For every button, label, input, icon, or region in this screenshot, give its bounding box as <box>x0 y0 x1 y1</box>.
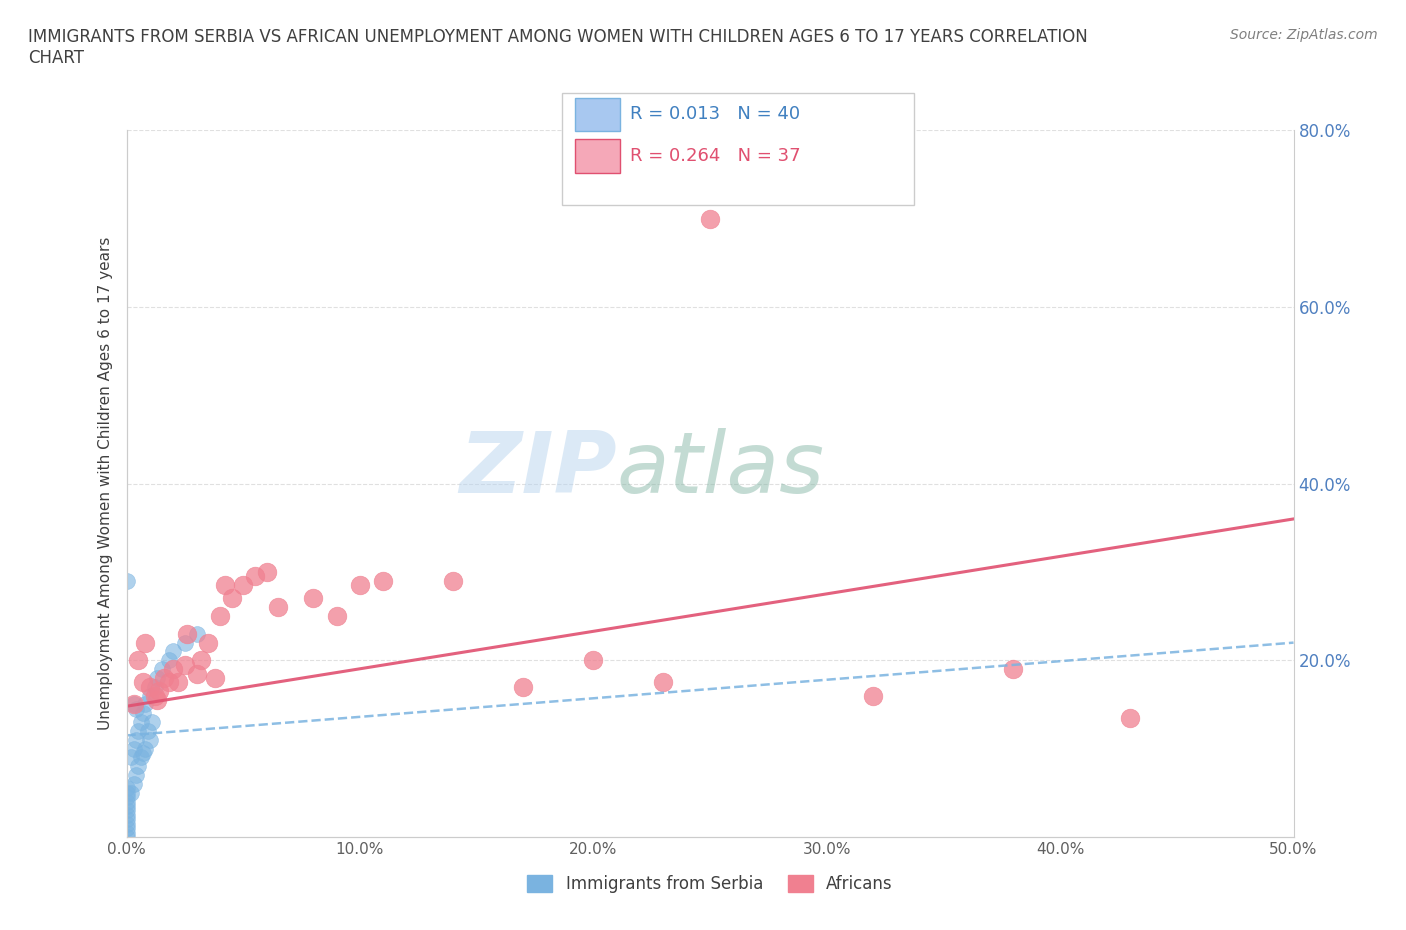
Point <box>143 688 166 703</box>
Text: atlas: atlas <box>617 428 825 511</box>
Text: R = 0.013   N = 40: R = 0.013 N = 40 <box>630 105 800 124</box>
Point <box>162 644 184 658</box>
Point <box>141 714 163 729</box>
Point <box>150 662 173 677</box>
Legend: Immigrants from Serbia, Africans: Immigrants from Serbia, Africans <box>520 868 900 899</box>
Point <box>267 600 290 615</box>
Point <box>115 799 138 814</box>
Point <box>174 635 197 650</box>
Point <box>190 653 212 668</box>
Point <box>115 812 138 827</box>
Point <box>122 698 145 712</box>
Point <box>349 578 371 592</box>
Point <box>146 693 169 708</box>
Point <box>862 688 884 703</box>
Point <box>115 817 138 831</box>
Point <box>148 684 170 698</box>
Point <box>132 675 155 690</box>
Point <box>1119 711 1142 725</box>
Point <box>122 777 145 791</box>
Point <box>134 741 156 756</box>
Text: R = 0.264   N = 37: R = 0.264 N = 37 <box>630 147 800 166</box>
Point <box>115 794 138 809</box>
Point <box>699 211 721 226</box>
Point <box>127 653 149 668</box>
Y-axis label: Unemployment Among Women with Children Ages 6 to 17 years: Unemployment Among Women with Children A… <box>97 237 112 730</box>
Point <box>125 701 148 716</box>
Point <box>115 785 138 800</box>
Point <box>122 698 145 712</box>
Point <box>441 573 464 589</box>
Point <box>221 591 243 606</box>
Point <box>1002 662 1025 677</box>
Point <box>325 609 347 624</box>
Point <box>115 573 138 589</box>
Point <box>176 627 198 642</box>
Point <box>186 627 208 642</box>
Point <box>157 653 180 668</box>
Point <box>146 671 169 685</box>
Point <box>139 733 162 748</box>
Point <box>197 635 219 650</box>
Point <box>162 662 184 677</box>
Point <box>208 609 231 624</box>
Point <box>139 688 162 703</box>
Point <box>186 666 208 681</box>
Text: ZIP: ZIP <box>458 428 617 511</box>
Point <box>232 578 254 592</box>
Point <box>214 578 236 592</box>
Point <box>243 569 266 584</box>
Point <box>115 807 138 822</box>
Point <box>302 591 325 606</box>
Point <box>125 768 148 783</box>
Point <box>115 830 138 844</box>
Point <box>582 653 605 668</box>
Point <box>134 635 156 650</box>
Point <box>132 706 155 721</box>
Point <box>129 714 152 729</box>
Text: IMMIGRANTS FROM SERBIA VS AFRICAN UNEMPLOYMENT AMONG WOMEN WITH CHILDREN AGES 6 : IMMIGRANTS FROM SERBIA VS AFRICAN UNEMPL… <box>28 28 1088 67</box>
Point <box>120 750 142 764</box>
Point <box>122 741 145 756</box>
Point <box>115 804 138 818</box>
Point <box>115 821 138 836</box>
Point <box>256 565 278 579</box>
Point <box>134 698 156 712</box>
Point <box>115 790 138 804</box>
Point <box>136 724 159 738</box>
Point <box>115 825 138 840</box>
Text: Source: ZipAtlas.com: Source: ZipAtlas.com <box>1230 28 1378 42</box>
Point <box>512 679 534 694</box>
Point <box>127 724 149 738</box>
Point <box>652 675 675 690</box>
Point <box>127 759 149 774</box>
Point <box>167 675 190 690</box>
Point <box>157 675 180 690</box>
Point <box>129 750 152 764</box>
Point <box>373 573 395 589</box>
Point <box>120 785 142 800</box>
Point <box>204 671 226 685</box>
Point <box>153 671 176 685</box>
Point <box>143 679 166 694</box>
Point <box>115 781 138 796</box>
Point <box>125 733 148 748</box>
Point <box>139 679 162 694</box>
Point <box>174 658 197 672</box>
Point <box>132 746 155 761</box>
